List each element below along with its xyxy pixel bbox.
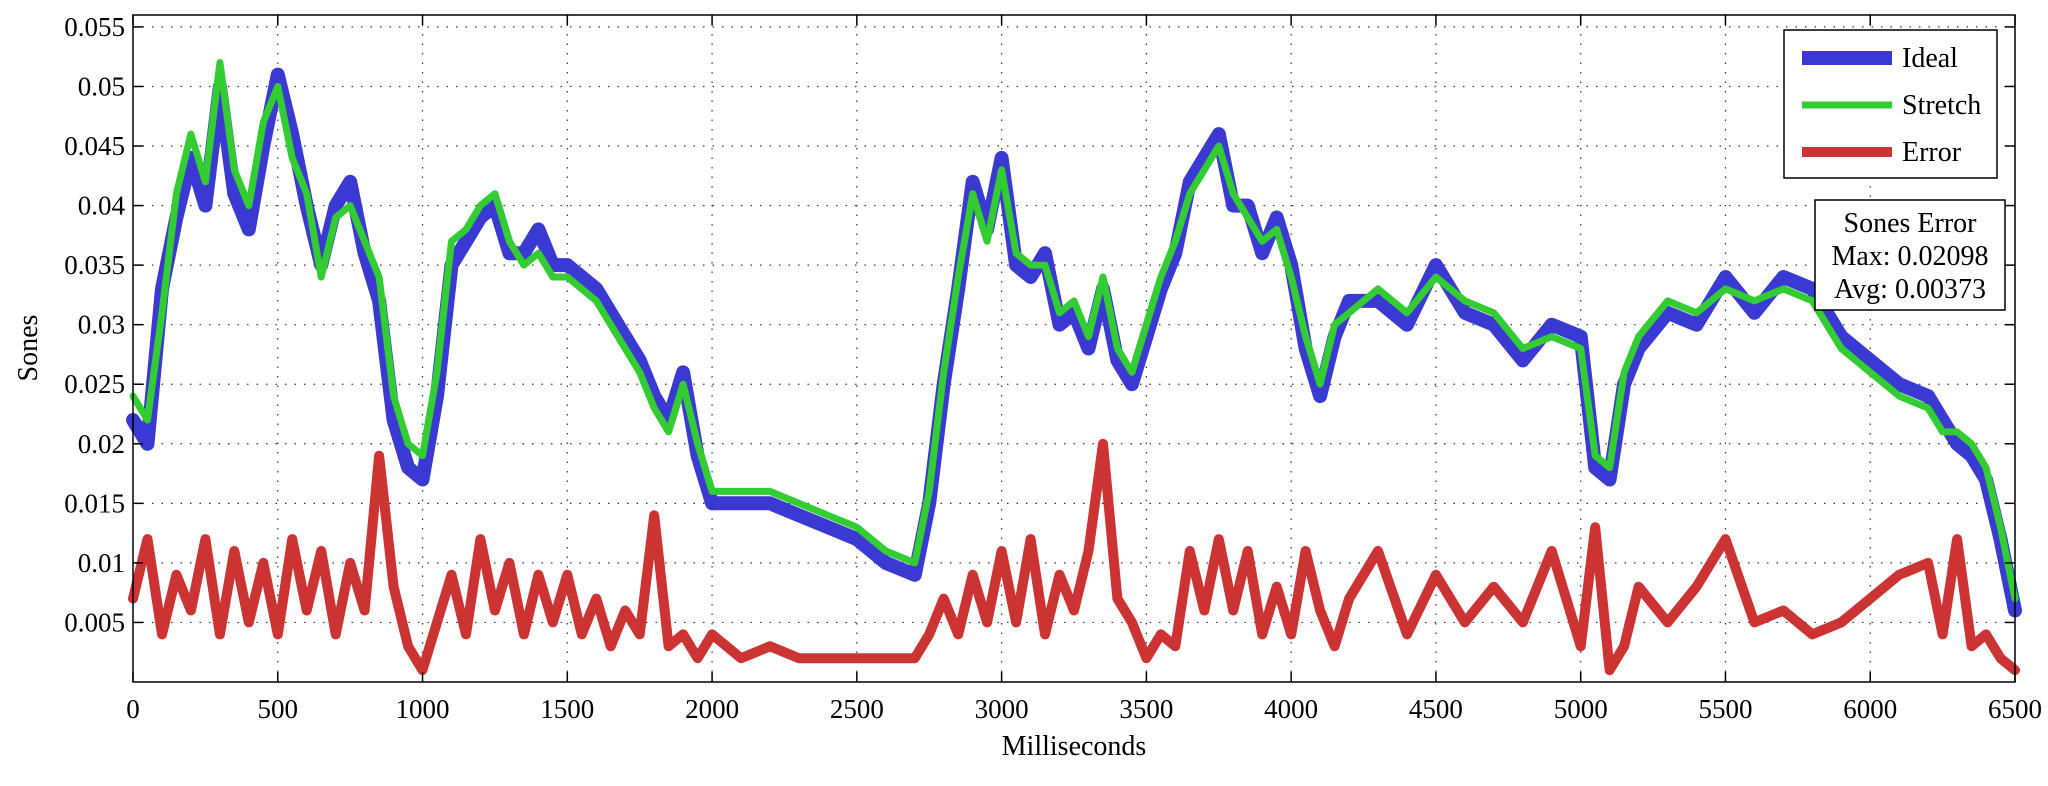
x-tick-label: 4000 bbox=[1264, 694, 1318, 724]
y-tick-label: 0.04 bbox=[78, 191, 126, 221]
x-tick-label: 2000 bbox=[685, 694, 739, 724]
x-tick-label: 1000 bbox=[396, 694, 450, 724]
series-lines bbox=[126, 59, 2022, 676]
annotation-title: Sones Error bbox=[1844, 208, 1978, 239]
x-tick-label: 6500 bbox=[1988, 694, 2042, 724]
x-tick-label: 4500 bbox=[1409, 694, 1463, 724]
y-tick-label: 0.02 bbox=[78, 429, 125, 459]
x-tick-label: 3000 bbox=[975, 694, 1029, 724]
y-axis-title: Sones bbox=[13, 315, 44, 382]
x-axis-title: Milliseconds bbox=[1002, 731, 1147, 762]
x-tick-label: 5500 bbox=[1698, 694, 1752, 724]
sones-error-annotation: Sones Error Max: 0.02098 Avg: 0.00373 bbox=[1814, 199, 2006, 311]
x-tick-label: 0 bbox=[126, 694, 140, 724]
legend-label-stretch: Stretch bbox=[1902, 90, 1981, 121]
x-tick-label: 5000 bbox=[1554, 694, 1608, 724]
plot-area-frame bbox=[132, 14, 2016, 683]
x-tick-label: 2500 bbox=[830, 694, 884, 724]
x-tick-label: 500 bbox=[258, 694, 299, 724]
y-tick-label: 0.005 bbox=[64, 607, 125, 637]
y-tick-label: 0.035 bbox=[64, 250, 125, 280]
legend-label-error: Error bbox=[1902, 137, 1962, 168]
y-tick-label: 0.05 bbox=[78, 71, 125, 101]
x-tick-label: 3500 bbox=[1119, 694, 1173, 724]
plot-area-background bbox=[133, 15, 2015, 682]
y-tick-label: 0.015 bbox=[64, 488, 125, 518]
axis-ticks: 0 500 1000 1500 2000 2500 3000 3500 4000 4500 5000… bbox=[64, 12, 2042, 724]
legend: Ideal Stretch Error bbox=[1783, 29, 1998, 179]
y-tick-label: 0.03 bbox=[78, 310, 125, 340]
series-line-stretch bbox=[129, 59, 2019, 603]
y-tick-label: 0.01 bbox=[78, 548, 125, 578]
y-tick-label: 0.045 bbox=[64, 131, 125, 161]
series-line-error bbox=[128, 438, 2020, 676]
annotation-box bbox=[1814, 199, 2006, 311]
legend-label-ideal: Ideal bbox=[1902, 43, 1958, 74]
y-tick-label: 0.025 bbox=[64, 369, 125, 399]
x-tick-label: 6000 bbox=[1843, 694, 1897, 724]
annotation-max: Max: 0.02098 bbox=[1831, 241, 1988, 272]
y-tick-label: 0.055 bbox=[64, 12, 125, 42]
x-tick-label: 1500 bbox=[540, 694, 594, 724]
annotation-avg: Avg: 0.00373 bbox=[1834, 274, 1986, 305]
